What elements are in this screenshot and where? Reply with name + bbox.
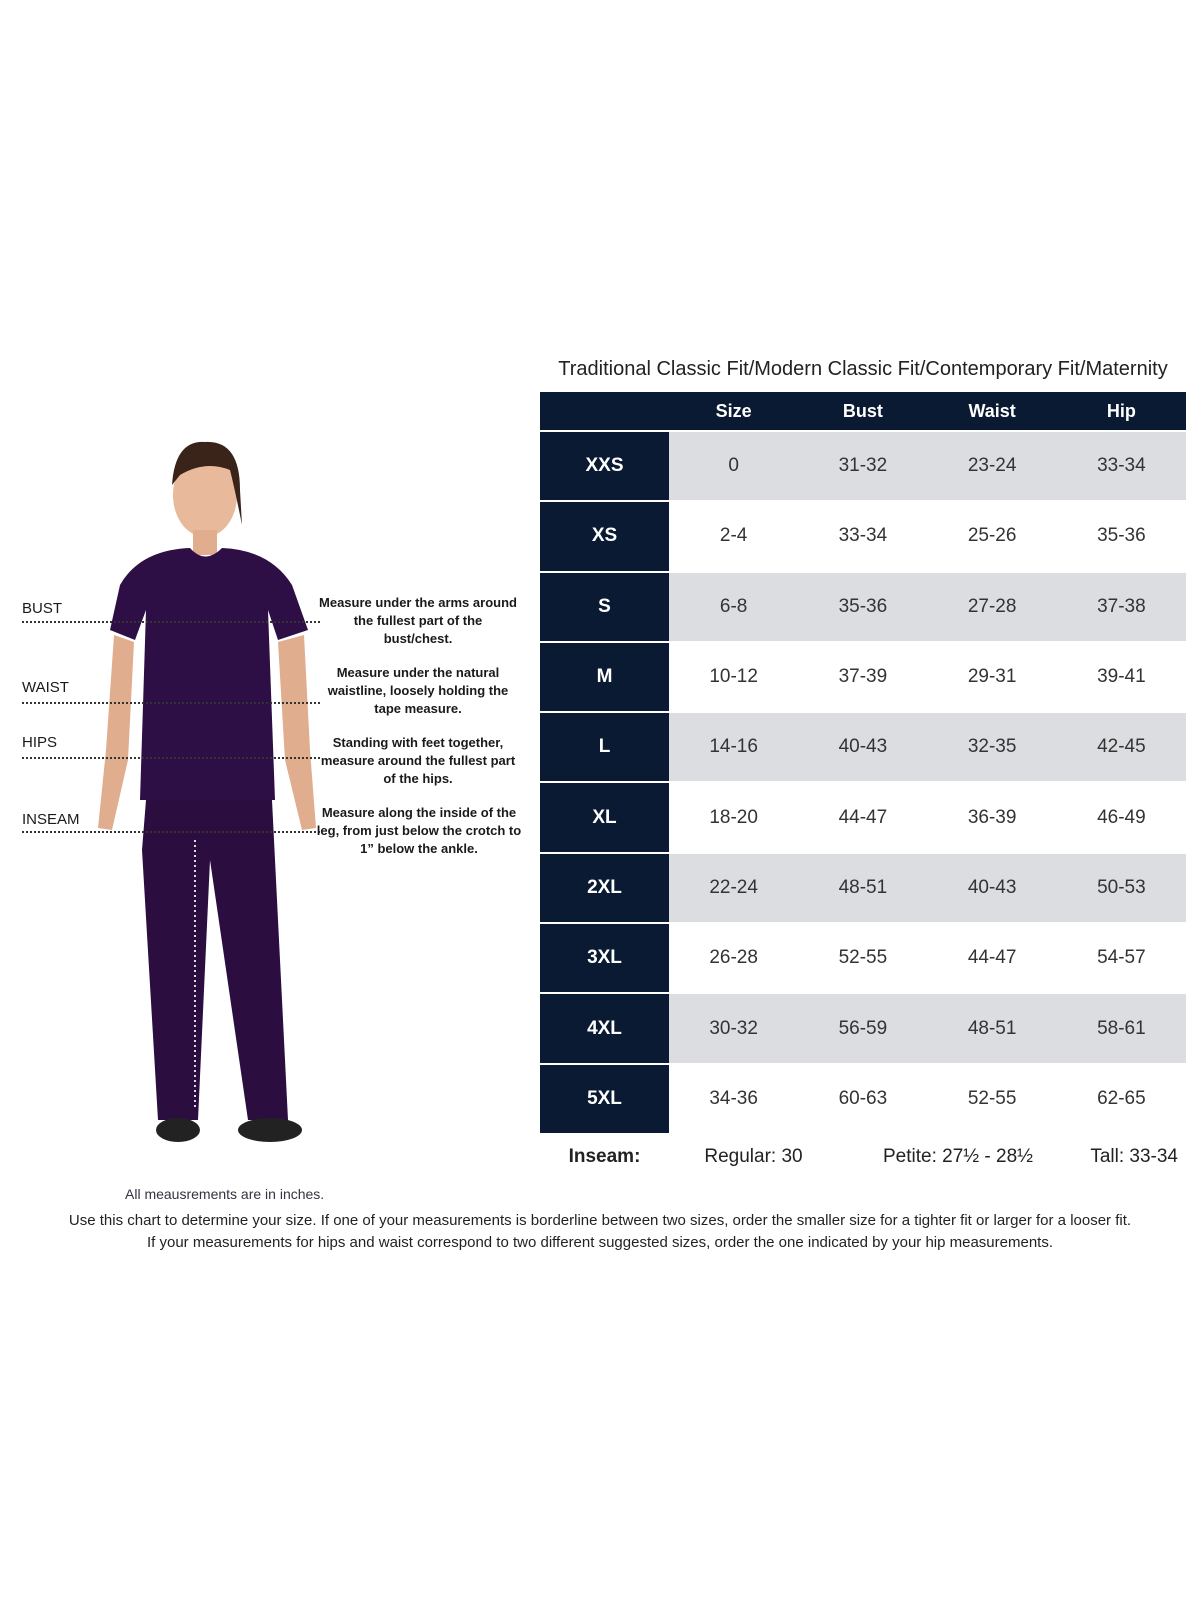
table-row: XL 18-20 44-47 36-39 46-49	[540, 781, 1186, 852]
waist-cell: 44-47	[967, 947, 1017, 969]
table-row: S 6-8 35-36 27-28 37-38	[540, 570, 1186, 641]
hip-cell: 35-36	[1097, 525, 1146, 547]
waist-cell: 25-26	[967, 525, 1017, 547]
inseam-petite: Petite: 27½ - 28½	[883, 1146, 1033, 1167]
table-row: 3XL 26-28 52-55 44-47 54-57	[540, 922, 1186, 993]
size-cell: 22-24	[709, 876, 758, 898]
table-row: XXS 0 31-32 23-24 33-34	[540, 430, 1186, 501]
waist-line	[22, 702, 320, 704]
header-hip: Hip	[1106, 400, 1136, 421]
header-waist: Waist	[968, 400, 1016, 421]
hip-cell: 54-57	[1097, 947, 1146, 969]
waist-cell: 48-51	[967, 1017, 1017, 1039]
waist-cell: 32-35	[967, 736, 1017, 758]
size-cell: 18-20	[709, 806, 758, 828]
bust-cell: 33-34	[838, 525, 888, 547]
hip-cell: 37-38	[1097, 595, 1146, 617]
waist-cell: 36-39	[967, 806, 1017, 828]
inseam-label: INSEAM	[22, 811, 80, 828]
hip-cell: 42-45	[1097, 736, 1146, 758]
bust-cell: 40-43	[838, 736, 888, 758]
table-row: 4XL 30-32 56-59 48-51 58-61	[540, 992, 1186, 1063]
bust-cell: 52-55	[838, 947, 888, 969]
bust-cell: 56-59	[838, 1017, 888, 1039]
size-table: Size Bust Waist Hip XXS 0 31-32 23-24 33-34 X…	[540, 392, 1186, 1133]
size-cell: 14-16	[709, 736, 758, 758]
bust-cell: 35-36	[838, 595, 888, 617]
size-cell: 34-36	[709, 1087, 758, 1109]
size-label: 3XL	[540, 924, 669, 993]
hip-cell: 62-65	[1097, 1087, 1146, 1109]
bust-label: BUST	[22, 600, 63, 617]
bust-cell: 60-63	[838, 1087, 888, 1109]
hip-cell: 39-41	[1097, 666, 1146, 688]
size-cell: 30-32	[709, 1017, 758, 1039]
size-label: 2XL	[540, 853, 669, 923]
size-label: XL	[540, 783, 669, 852]
waist-cell: 40-43	[967, 876, 1017, 898]
inseam-title: Inseam:	[568, 1146, 641, 1167]
waist-cell: 23-24	[967, 455, 1017, 477]
chart-title: Traditional Classic Fit/Modern Classic F…	[558, 358, 1168, 380]
inseam-description: Measure along the inside of the leg, fro…	[316, 805, 522, 856]
inseam-line	[22, 831, 320, 833]
hips-line	[22, 757, 320, 759]
bust-cell: 44-47	[838, 806, 888, 828]
table-row: M 10-12 37-39 29-31 39-41	[540, 640, 1186, 712]
size-label: XXS	[540, 432, 669, 501]
header-size: Size	[715, 400, 752, 421]
size-label: M	[540, 642, 669, 712]
hip-cell: 50-53	[1097, 876, 1146, 898]
size-label: S	[540, 572, 669, 641]
size-label: 4XL	[540, 994, 669, 1063]
table-row: 5XL 34-36 60-63 52-55 62-65	[540, 1062, 1186, 1133]
footer-line-1: Use this chart to determine your size. I…	[68, 1212, 1132, 1229]
size-label: L	[540, 713, 669, 782]
size-label: XS	[540, 502, 669, 571]
header-bust: Bust	[842, 400, 883, 421]
hip-cell: 58-61	[1097, 1017, 1146, 1039]
hip-cell: 33-34	[1097, 455, 1146, 477]
size-cell: 2-4	[719, 525, 748, 547]
hips-label: HIPS	[22, 734, 58, 751]
units-note: All meausrements are in inches.	[125, 1186, 325, 1202]
size-cell: 0	[728, 455, 739, 477]
bust-description: Measure under the arms around the fulles…	[319, 595, 517, 646]
hip-cell: 46-49	[1097, 806, 1146, 828]
waist-cell: 27-28	[967, 595, 1017, 617]
table-row: L 14-16 40-43 32-35 42-45	[540, 711, 1186, 782]
bust-line	[22, 621, 320, 623]
footer-line-2: If your measurements for hips and waist …	[146, 1234, 1054, 1251]
size-cell: 10-12	[709, 666, 758, 688]
bust-cell: 37-39	[838, 666, 888, 688]
table-header: Size Bust Waist Hip	[540, 392, 1186, 430]
size-cell: 6-8	[719, 595, 748, 617]
waist-cell: 29-31	[967, 666, 1017, 688]
waist-description: Measure under the natural waistline, loo…	[327, 665, 509, 716]
inseam-tall: Tall: 33-34	[1090, 1146, 1178, 1167]
inseam-row: Inseam: Regular: 30 Petite: 27½ - 28½ Ta…	[540, 1146, 1186, 1168]
inseam-regular: Regular: 30	[704, 1146, 803, 1167]
model-figure-image	[98, 441, 316, 1142]
table-row: XS 2-4 33-34 25-26 35-36	[540, 500, 1186, 571]
waist-label: WAIST	[22, 679, 69, 696]
bust-cell: 31-32	[838, 455, 888, 477]
size-cell: 26-28	[709, 947, 758, 969]
bust-cell: 48-51	[838, 876, 888, 898]
waist-cell: 52-55	[967, 1087, 1017, 1109]
size-label: 5XL	[540, 1064, 669, 1133]
hips-description: Standing with feet together, measure aro…	[320, 735, 516, 786]
table-row: 2XL 22-24 48-51 40-43 50-53	[540, 851, 1186, 923]
